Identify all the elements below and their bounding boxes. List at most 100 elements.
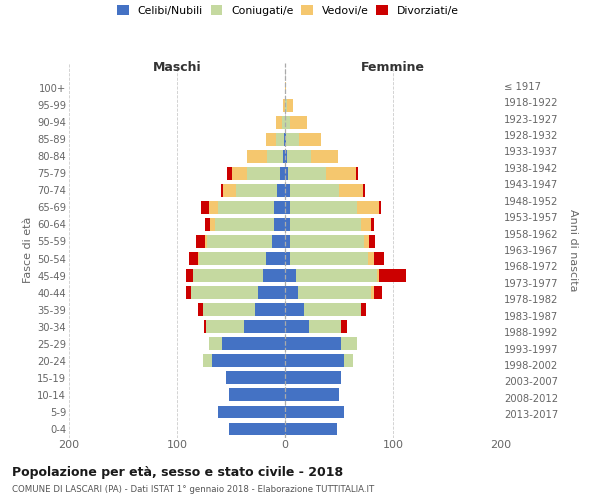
Bar (193, 269, 263, 282)
Bar (285, 304, 304, 316)
Bar (223, 338, 285, 350)
Bar (379, 269, 406, 282)
Bar (215, 218, 274, 231)
Bar (196, 235, 205, 248)
Bar (212, 354, 285, 367)
Bar (341, 320, 347, 333)
Bar (277, 133, 284, 145)
Bar (285, 116, 290, 128)
Bar (185, 286, 191, 299)
Bar (203, 304, 255, 316)
Bar (285, 252, 290, 265)
Bar (285, 201, 290, 214)
Bar (209, 338, 223, 350)
Bar (229, 422, 285, 436)
Bar (197, 304, 203, 316)
Bar (358, 201, 379, 214)
Bar (371, 218, 374, 231)
Bar (285, 98, 287, 112)
Bar (266, 150, 283, 162)
Bar (285, 167, 288, 179)
Bar (205, 235, 207, 248)
Bar (199, 252, 266, 265)
Bar (263, 269, 285, 282)
Bar (285, 286, 298, 299)
Bar (304, 304, 361, 316)
Bar (285, 184, 290, 196)
Bar (371, 286, 374, 299)
Bar (283, 150, 285, 162)
Bar (309, 320, 341, 333)
Bar (339, 184, 363, 196)
Bar (290, 184, 339, 196)
Bar (218, 201, 274, 214)
Bar (361, 304, 366, 316)
Bar (290, 201, 358, 214)
Bar (285, 82, 286, 94)
Bar (282, 116, 285, 128)
Legend: Celibi/Nubili, Coniugati/e, Vedovi/e, Divorziati/e: Celibi/Nubili, Coniugati/e, Vedovi/e, Di… (117, 6, 459, 16)
Bar (258, 286, 285, 299)
Bar (277, 116, 282, 128)
Bar (290, 116, 307, 128)
Bar (287, 98, 293, 112)
Bar (364, 235, 369, 248)
Bar (285, 269, 296, 282)
Bar (290, 218, 361, 231)
Text: Popolazione per età, sesso e stato civile - 2018: Popolazione per età, sesso e stato civil… (12, 466, 343, 479)
Y-axis label: Anni di nascita: Anni di nascita (568, 209, 578, 291)
Bar (368, 252, 374, 265)
Bar (189, 252, 197, 265)
Text: COMUNE DI LASCARI (PA) - Dati ISTAT 1° gennaio 2018 - Elaborazione TUTTITALIA.IT: COMUNE DI LASCARI (PA) - Dati ISTAT 1° g… (12, 485, 374, 494)
Bar (356, 167, 358, 179)
Bar (221, 184, 223, 196)
Bar (274, 201, 285, 214)
Bar (226, 372, 285, 384)
Bar (277, 184, 285, 196)
Bar (232, 167, 247, 179)
Bar (285, 354, 344, 367)
Bar (247, 150, 266, 162)
Text: Femmine: Femmine (361, 62, 425, 74)
Bar (298, 286, 371, 299)
Bar (374, 252, 385, 265)
Bar (299, 133, 320, 145)
Bar (209, 201, 218, 214)
Bar (285, 338, 341, 350)
Bar (185, 269, 193, 282)
Bar (201, 201, 209, 214)
Bar (361, 218, 371, 231)
Bar (379, 201, 381, 214)
Y-axis label: Fasce di età: Fasce di età (23, 217, 33, 283)
Bar (247, 167, 280, 179)
Bar (223, 184, 236, 196)
Bar (285, 422, 337, 436)
Bar (283, 98, 285, 112)
Bar (285, 218, 290, 231)
Bar (204, 320, 206, 333)
Bar (274, 218, 285, 231)
Bar (341, 338, 358, 350)
Bar (311, 150, 338, 162)
Bar (205, 218, 211, 231)
Bar (255, 304, 285, 316)
Bar (344, 354, 353, 367)
Bar (286, 133, 299, 145)
Bar (285, 406, 344, 418)
Bar (285, 320, 309, 333)
Bar (244, 320, 285, 333)
Bar (206, 320, 244, 333)
Bar (290, 252, 368, 265)
Bar (272, 235, 285, 248)
Bar (207, 235, 272, 248)
Bar (287, 150, 311, 162)
Text: Maschi: Maschi (152, 62, 202, 74)
Bar (285, 388, 339, 402)
Bar (218, 406, 285, 418)
Bar (191, 286, 258, 299)
Bar (266, 252, 285, 265)
Bar (236, 184, 277, 196)
Bar (377, 269, 379, 282)
Bar (229, 388, 285, 402)
Bar (288, 167, 326, 179)
